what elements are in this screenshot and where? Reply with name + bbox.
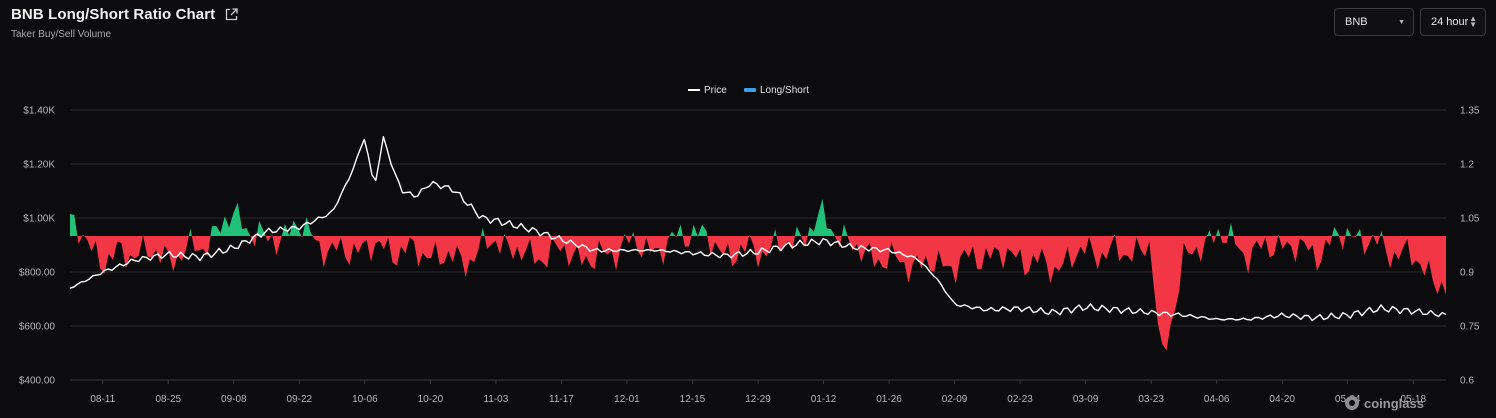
- x-tick-label: 10-20: [418, 394, 444, 405]
- x-tick-label: 03-09: [1073, 394, 1099, 405]
- page-title: BNB Long/Short Ratio Chart: [11, 6, 216, 23]
- x-tick-label: 11-03: [483, 394, 508, 405]
- interval-select-value: 24 hour: [1431, 16, 1469, 28]
- long-area[interactable]: [70, 198, 1446, 351]
- chart-header: BNB Long/Short Ratio Chart Taker Buy/Sel…: [11, 6, 238, 40]
- x-tick-label: 11-17: [549, 394, 574, 405]
- x-tick-label: 05-18: [1400, 394, 1426, 405]
- y-right-tick-label: 1.05: [1460, 214, 1480, 225]
- x-tick-label: 09-08: [221, 394, 247, 405]
- x-tick-label: 12-29: [745, 394, 771, 405]
- x-tick-label: 04-06: [1204, 394, 1230, 405]
- y-axis-right: 0.6 0.75 0.9 1.05 1.2 1.35: [1460, 106, 1480, 387]
- chart-controls: BNB ▼ 24 hour ▲ ▼: [1334, 8, 1486, 36]
- ratio-area: [70, 198, 1446, 351]
- x-tick-label: 08-11: [90, 394, 115, 405]
- interval-select[interactable]: 24 hour ▲ ▼: [1420, 8, 1486, 36]
- chevron-down-icon: ▼: [1398, 18, 1405, 26]
- symbol-select[interactable]: BNB ▼: [1334, 8, 1414, 36]
- x-tick-label: 02-23: [1007, 394, 1033, 405]
- page-subtitle: Taker Buy/Sell Volume: [11, 29, 112, 40]
- chart-legend: Price Long/Short: [688, 85, 809, 96]
- symbol-select-value: BNB: [1345, 16, 1368, 28]
- y-left-tick-label: $800.00: [19, 268, 56, 279]
- y-left-tick-label: $400.00: [19, 376, 56, 387]
- y-left-tick-label: $600.00: [19, 322, 56, 333]
- x-axis: 08-11 08-25 09-08 09-22 10-06 10-20 11-03 11-17…: [70, 379, 1446, 405]
- x-tick-label: 08-25: [155, 394, 181, 405]
- y-right-tick-label: 0.6: [1460, 376, 1474, 387]
- legend-ratio-marker: [744, 88, 756, 92]
- y-left-tick-label: $1.40K: [23, 106, 55, 117]
- title-row: BNB Long/Short Ratio Chart: [11, 6, 238, 23]
- x-tick-label: 03-23: [1138, 394, 1164, 405]
- x-tick-label: 10-06: [352, 394, 378, 405]
- x-tick-label: 12-01: [614, 394, 640, 405]
- y-right-tick-label: 0.9: [1460, 268, 1474, 279]
- y-axis-left: $400.00 $600.00 $800.00 $1.00K $1.20K $1.40K: [19, 106, 56, 387]
- y-right-tick-label: 1.35: [1460, 106, 1480, 117]
- x-tick-label: 01-12: [811, 394, 837, 405]
- external-link-icon[interactable]: [225, 8, 238, 21]
- legend-ratio-label[interactable]: Long/Short: [760, 85, 809, 96]
- grid: [70, 109, 1446, 381]
- watermark-text: coinglass: [1364, 396, 1424, 411]
- x-tick-label: 02-09: [942, 394, 968, 405]
- y-left-tick-label: $1.00K: [23, 214, 55, 225]
- price-line: [69, 136, 1447, 322]
- y-right-tick-label: 0.75: [1460, 322, 1480, 333]
- y-left-tick-label: $1.20K: [23, 160, 55, 171]
- legend-price-label[interactable]: Price: [704, 85, 727, 96]
- x-tick-label: 09-22: [287, 394, 313, 405]
- x-tick-label: 12-15: [680, 394, 706, 405]
- price-series-line[interactable]: [69, 136, 1447, 322]
- up-down-arrows-icon: ▲ ▼: [1469, 14, 1477, 29]
- coinglass-watermark: coinglass: [1345, 396, 1424, 411]
- x-tick-label: 01-26: [876, 394, 902, 405]
- y-right-tick-label: 1.2: [1460, 160, 1474, 171]
- x-tick-label: 04-20: [1269, 394, 1295, 405]
- short-area[interactable]: [70, 199, 1446, 351]
